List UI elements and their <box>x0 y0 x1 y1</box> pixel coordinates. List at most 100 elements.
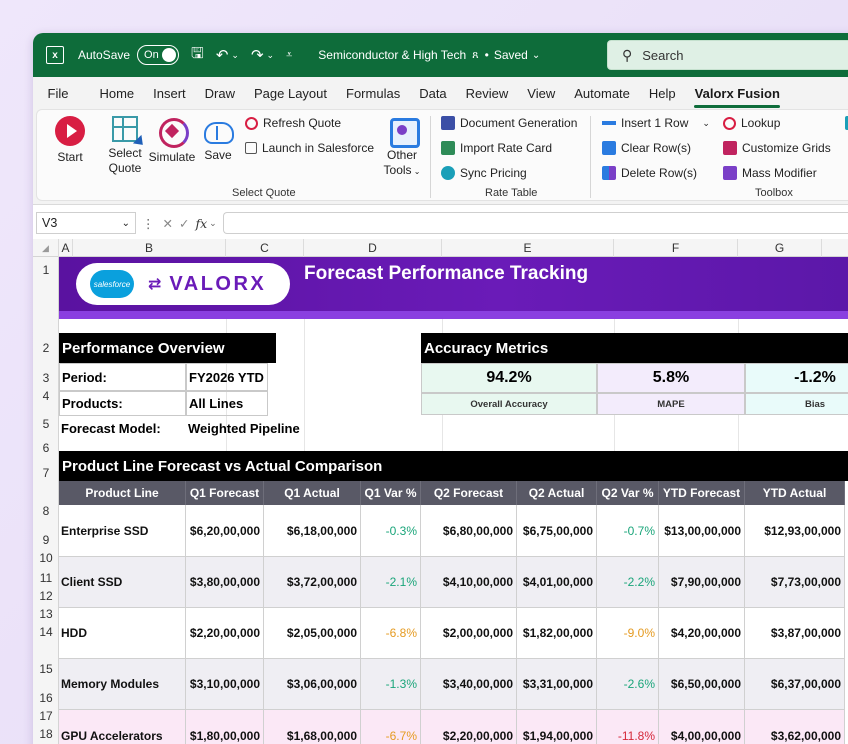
lookup-button[interactable]: Lookup <box>723 116 780 130</box>
document-generation-button[interactable]: Document Generation <box>441 116 577 130</box>
ytd-actual-cell[interactable]: $7,73,00,000 <box>745 557 845 608</box>
ytd-actual-cell[interactable]: $6,37,00,000 <box>745 659 845 710</box>
q2-actual-cell[interactable]: $1,94,00,000 <box>517 710 597 744</box>
q1-forecast-cell[interactable]: $6,20,00,000 <box>186 505 264 557</box>
tab-data[interactable]: Data <box>419 85 447 101</box>
other-tools-button[interactable]: Other Tools ⌄ <box>382 116 422 179</box>
column-header-cell[interactable]: YTD Forecast <box>659 481 745 505</box>
product-line-cell[interactable]: Client SSD <box>59 557 186 608</box>
row-header[interactable]: 15 <box>39 662 53 676</box>
column-header-d[interactable]: D <box>304 239 442 257</box>
q2-actual-cell[interactable]: $6,75,00,000 <box>517 505 597 557</box>
period-value[interactable]: FY2026 YTD <box>186 363 268 391</box>
cell-area[interactable]: salesforce ⇄ VALORX Forecast Performance… <box>59 257 848 744</box>
select-all-corner[interactable]: ◢ <box>33 239 59 257</box>
redo-icon[interactable]: ↷ <box>250 47 264 64</box>
name-box-dropdown-icon[interactable]: ⌄ <box>121 217 130 229</box>
q1-actual-cell[interactable]: $3,72,00,000 <box>264 557 361 608</box>
q1-actual-cell[interactable]: $6,18,00,000 <box>264 505 361 557</box>
column-header-a[interactable]: A <box>59 239 73 257</box>
excel-icon[interactable]: x <box>46 46 64 64</box>
q1-forecast-cell[interactable]: $2,20,00,000 <box>186 608 264 659</box>
save-disk-icon[interactable]: 🖫 <box>191 44 204 62</box>
name-box[interactable]: V3 ⌄ <box>36 212 136 234</box>
more-options-icon[interactable]: ⋮ <box>142 216 155 231</box>
q2-forecast-cell[interactable]: $2,00,00,000 <box>421 608 517 659</box>
fx-label[interactable]: fx <box>195 215 208 231</box>
tab-draw[interactable]: Draw <box>204 85 235 101</box>
clear-rows-button[interactable]: Clear Row(s) <box>602 141 691 155</box>
q2-forecast-cell[interactable]: $4,10,00,000 <box>421 557 517 608</box>
ytd-actual-cell[interactable]: $12,93,00,000 <box>745 505 845 557</box>
column-header-cell[interactable]: Q1 Forecast <box>186 481 264 505</box>
q1-forecast-cell[interactable]: $3,80,00,000 <box>186 557 264 608</box>
q2-variance-cell[interactable]: -9.0% <box>597 608 659 659</box>
q1-actual-cell[interactable]: $1,68,00,000 <box>264 710 361 744</box>
row-header[interactable]: 6 <box>42 441 50 455</box>
product-line-cell[interactable]: GPU Accelerators <box>59 710 186 744</box>
column-header-cell[interactable]: Product Line <box>59 481 186 505</box>
column-header-e[interactable]: E <box>442 239 614 257</box>
tab-help[interactable]: Help <box>648 85 676 101</box>
column-header-cell[interactable]: Q2 Actual <box>517 481 597 505</box>
q1-variance-cell[interactable]: -0.3% <box>361 505 421 557</box>
row-header[interactable]: 12 <box>39 589 53 603</box>
tab-formulas[interactable]: Formulas <box>346 85 401 101</box>
document-title[interactable]: Semiconductor & High Tech <box>318 48 467 62</box>
column-header-cell[interactable]: YTD Actual <box>745 481 845 505</box>
product-line-cell[interactable]: Enterprise SSD <box>59 505 186 557</box>
insert-row-dropdown-icon[interactable]: ⌄ <box>702 117 710 128</box>
products-value[interactable]: All Lines <box>186 391 268 416</box>
q1-variance-cell[interactable]: -6.8% <box>361 608 421 659</box>
column-header-cell[interactable]: Q1 Actual <box>264 481 361 505</box>
row-header[interactable]: 16 <box>39 691 53 705</box>
undo-dropdown-icon[interactable]: ⌄ <box>231 49 239 60</box>
search-box[interactable]: ⚲ Search <box>607 40 848 70</box>
q1-variance-cell[interactable]: -6.7% <box>361 710 421 744</box>
row-header[interactable]: 8 <box>42 504 50 518</box>
overall-accuracy-value[interactable]: 94.2% <box>421 363 597 393</box>
q1-forecast-cell[interactable]: $1,80,00,000 <box>186 710 264 744</box>
column-header-f[interactable]: F <box>614 239 738 257</box>
row-header[interactable]: 9 <box>42 533 50 547</box>
tab-insert[interactable]: Insert <box>153 85 186 101</box>
mass-modifier-button[interactable]: Mass Modifier <box>723 166 817 180</box>
q2-variance-cell[interactable]: -2.6% <box>597 659 659 710</box>
ytd-forecast-cell[interactable]: $13,00,00,000 <box>659 505 745 557</box>
q1-forecast-cell[interactable]: $3,10,00,000 <box>186 659 264 710</box>
q2-forecast-cell[interactable]: $3,40,00,000 <box>421 659 517 710</box>
q2-forecast-cell[interactable]: $6,80,00,000 <box>421 505 517 557</box>
delete-rows-button[interactable]: Delete Row(s) <box>602 166 697 180</box>
column-header-g[interactable]: G <box>738 239 822 257</box>
fx-dropdown-icon[interactable]: ⌄ <box>209 217 217 228</box>
customize-grids-button[interactable]: Customize Grids <box>723 141 831 155</box>
undo-icon[interactable]: ↶ <box>215 47 229 64</box>
tab-file[interactable]: File <box>47 85 69 101</box>
tab-view[interactable]: View <box>527 85 556 101</box>
row-header[interactable]: 18 <box>39 727 53 741</box>
ytd-forecast-cell[interactable]: $7,90,00,000 <box>659 557 745 608</box>
cancel-confirm-icons[interactable]: ✕✓ <box>162 216 196 231</box>
tab-valorx-fusion[interactable]: Valorx Fusion <box>685 86 789 108</box>
q1-variance-cell[interactable]: -1.3% <box>361 659 421 710</box>
q1-actual-cell[interactable]: $2,05,00,000 <box>264 608 361 659</box>
import-rate-card-button[interactable]: Import Rate Card <box>441 141 552 155</box>
column-header-b[interactable]: B <box>73 239 226 257</box>
tab-home[interactable]: Home <box>99 85 135 101</box>
q1-actual-cell[interactable]: $3,06,00,000 <box>264 659 361 710</box>
q2-actual-cell[interactable]: $4,01,00,000 <box>517 557 597 608</box>
product-line-cell[interactable]: HDD <box>59 608 186 659</box>
row-header[interactable]: 1 <box>42 263 50 277</box>
q2-variance-cell[interactable]: -11.8% <box>597 710 659 744</box>
row-header[interactable]: 13 <box>39 607 53 621</box>
autosave-toggle[interactable]: On <box>137 45 180 65</box>
sync-pricing-button[interactable]: Sync Pricing <box>441 166 527 180</box>
more-tools-button[interactable] <box>845 116 848 130</box>
forecast-model-value[interactable]: Weighted Pipeline <box>188 421 300 436</box>
launch-salesforce-button[interactable]: Launch in Salesforce <box>245 141 374 155</box>
column-header-cell[interactable]: Q2 Forecast <box>421 481 517 505</box>
row-header[interactable]: 7 <box>42 466 50 480</box>
row-header[interactable]: 17 <box>39 709 53 723</box>
row-header[interactable]: 11 <box>39 571 53 585</box>
column-header-cell[interactable]: Q2 Var % <box>597 481 659 505</box>
